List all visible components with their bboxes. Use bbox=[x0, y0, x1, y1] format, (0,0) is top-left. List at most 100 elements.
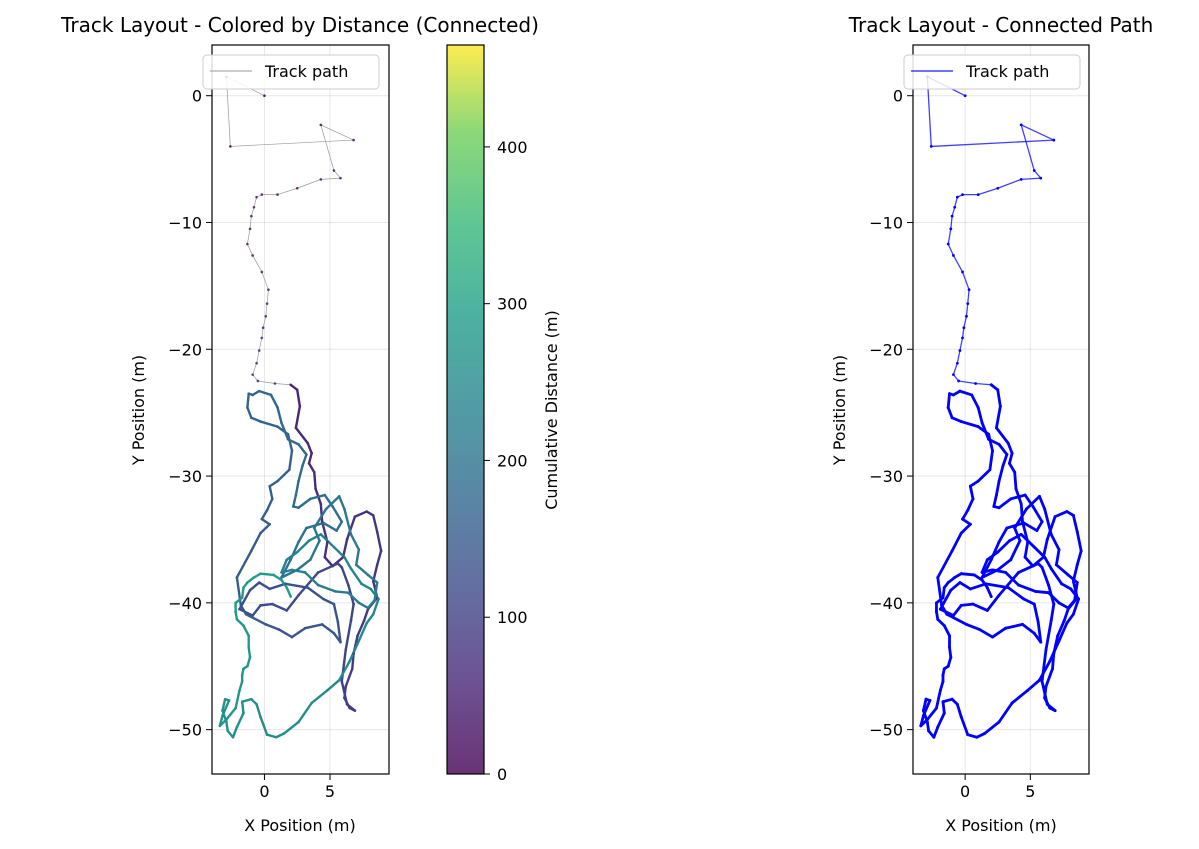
track-point bbox=[235, 725, 239, 729]
track-point bbox=[276, 406, 279, 409]
track-point bbox=[225, 720, 228, 724]
track-point bbox=[974, 382, 977, 385]
track-point bbox=[285, 558, 289, 562]
track-point bbox=[966, 508, 970, 512]
track-point bbox=[949, 227, 953, 231]
track-segment bbox=[360, 582, 372, 591]
track-segment bbox=[948, 645, 953, 659]
track-segment bbox=[991, 626, 1007, 639]
track-point bbox=[240, 673, 244, 677]
track-point bbox=[297, 593, 300, 597]
track-point bbox=[1065, 621, 1069, 625]
chart-left-ticks: 0 5 0 −10 −20 −30 −40 −50 bbox=[168, 87, 335, 801]
track-segment bbox=[252, 255, 263, 273]
track-point bbox=[959, 572, 963, 576]
track-segment bbox=[980, 568, 994, 574]
track-segment bbox=[958, 581, 972, 591]
track-segment bbox=[967, 289, 970, 305]
track-point bbox=[966, 302, 970, 306]
track-segment bbox=[1057, 621, 1069, 643]
ytick-label: −10 bbox=[869, 213, 903, 232]
track-point bbox=[259, 572, 262, 575]
track-point bbox=[248, 588, 252, 592]
track-segment bbox=[353, 510, 368, 518]
track-point bbox=[375, 581, 379, 584]
track-point bbox=[373, 599, 376, 602]
track-segment bbox=[1044, 619, 1053, 652]
track-segment bbox=[958, 389, 974, 397]
track-point bbox=[276, 425, 279, 428]
track-point bbox=[295, 388, 299, 392]
track-segment bbox=[261, 271, 269, 291]
legend-box bbox=[903, 54, 1081, 90]
track-point bbox=[997, 442, 1001, 446]
track-point bbox=[348, 706, 351, 710]
track-point bbox=[1044, 648, 1048, 652]
ytick-label: 0 bbox=[893, 87, 903, 106]
track-segment bbox=[1033, 169, 1042, 179]
track-segment bbox=[1006, 586, 1026, 601]
track-point bbox=[997, 593, 1001, 597]
track-point bbox=[989, 595, 993, 598]
track-point bbox=[260, 270, 264, 274]
track-segment bbox=[231, 725, 239, 739]
track-segment bbox=[286, 433, 294, 452]
track-point bbox=[265, 302, 269, 305]
track-point bbox=[922, 709, 925, 713]
track-segment bbox=[221, 697, 227, 712]
track-segment bbox=[991, 568, 1007, 574]
track-point bbox=[307, 539, 311, 543]
track-point bbox=[961, 517, 964, 521]
track-segment bbox=[230, 139, 354, 147]
track-segment bbox=[286, 438, 300, 446]
track-segment bbox=[959, 337, 964, 352]
track-point bbox=[276, 193, 279, 196]
track-segment bbox=[249, 215, 252, 230]
track-segment bbox=[1004, 622, 1024, 630]
track-segment bbox=[336, 620, 342, 644]
track-segment bbox=[306, 441, 313, 455]
track-point bbox=[976, 406, 980, 409]
track-point bbox=[335, 529, 338, 532]
track-segment bbox=[977, 187, 999, 196]
track-point bbox=[1047, 583, 1050, 587]
track-segment bbox=[259, 420, 279, 428]
track-segment bbox=[992, 493, 998, 508]
track-point bbox=[989, 383, 993, 387]
track-point bbox=[273, 382, 277, 385]
track-point bbox=[942, 711, 946, 715]
track-segment bbox=[238, 680, 244, 692]
track-point bbox=[295, 550, 299, 554]
track-point bbox=[1040, 680, 1044, 683]
track-segment bbox=[950, 531, 963, 553]
track-point bbox=[1039, 640, 1043, 644]
track-segment bbox=[950, 416, 963, 423]
track-point bbox=[997, 540, 1001, 544]
track-segment bbox=[946, 392, 951, 409]
track-segment bbox=[996, 539, 1011, 554]
track-point bbox=[297, 479, 300, 483]
track-point bbox=[924, 697, 928, 701]
track-segment bbox=[954, 196, 958, 208]
track-point bbox=[935, 610, 938, 614]
track-segment bbox=[984, 582, 1010, 590]
track-point bbox=[289, 383, 292, 387]
track-point bbox=[276, 479, 279, 483]
track-point bbox=[365, 510, 369, 513]
track-point bbox=[269, 393, 273, 397]
track-segment bbox=[320, 124, 335, 171]
track-point bbox=[347, 591, 350, 595]
track-point bbox=[332, 602, 336, 606]
track-point bbox=[955, 361, 959, 365]
track-segment bbox=[307, 462, 316, 474]
track-segment bbox=[277, 187, 298, 195]
track-point bbox=[966, 733, 970, 737]
track-point bbox=[234, 610, 237, 614]
track-segment bbox=[950, 215, 953, 230]
track-point bbox=[968, 587, 972, 591]
track-point bbox=[305, 526, 308, 530]
track-point bbox=[265, 733, 269, 736]
track-point bbox=[246, 581, 249, 584]
track-point bbox=[952, 373, 955, 377]
track-point bbox=[1013, 526, 1017, 530]
